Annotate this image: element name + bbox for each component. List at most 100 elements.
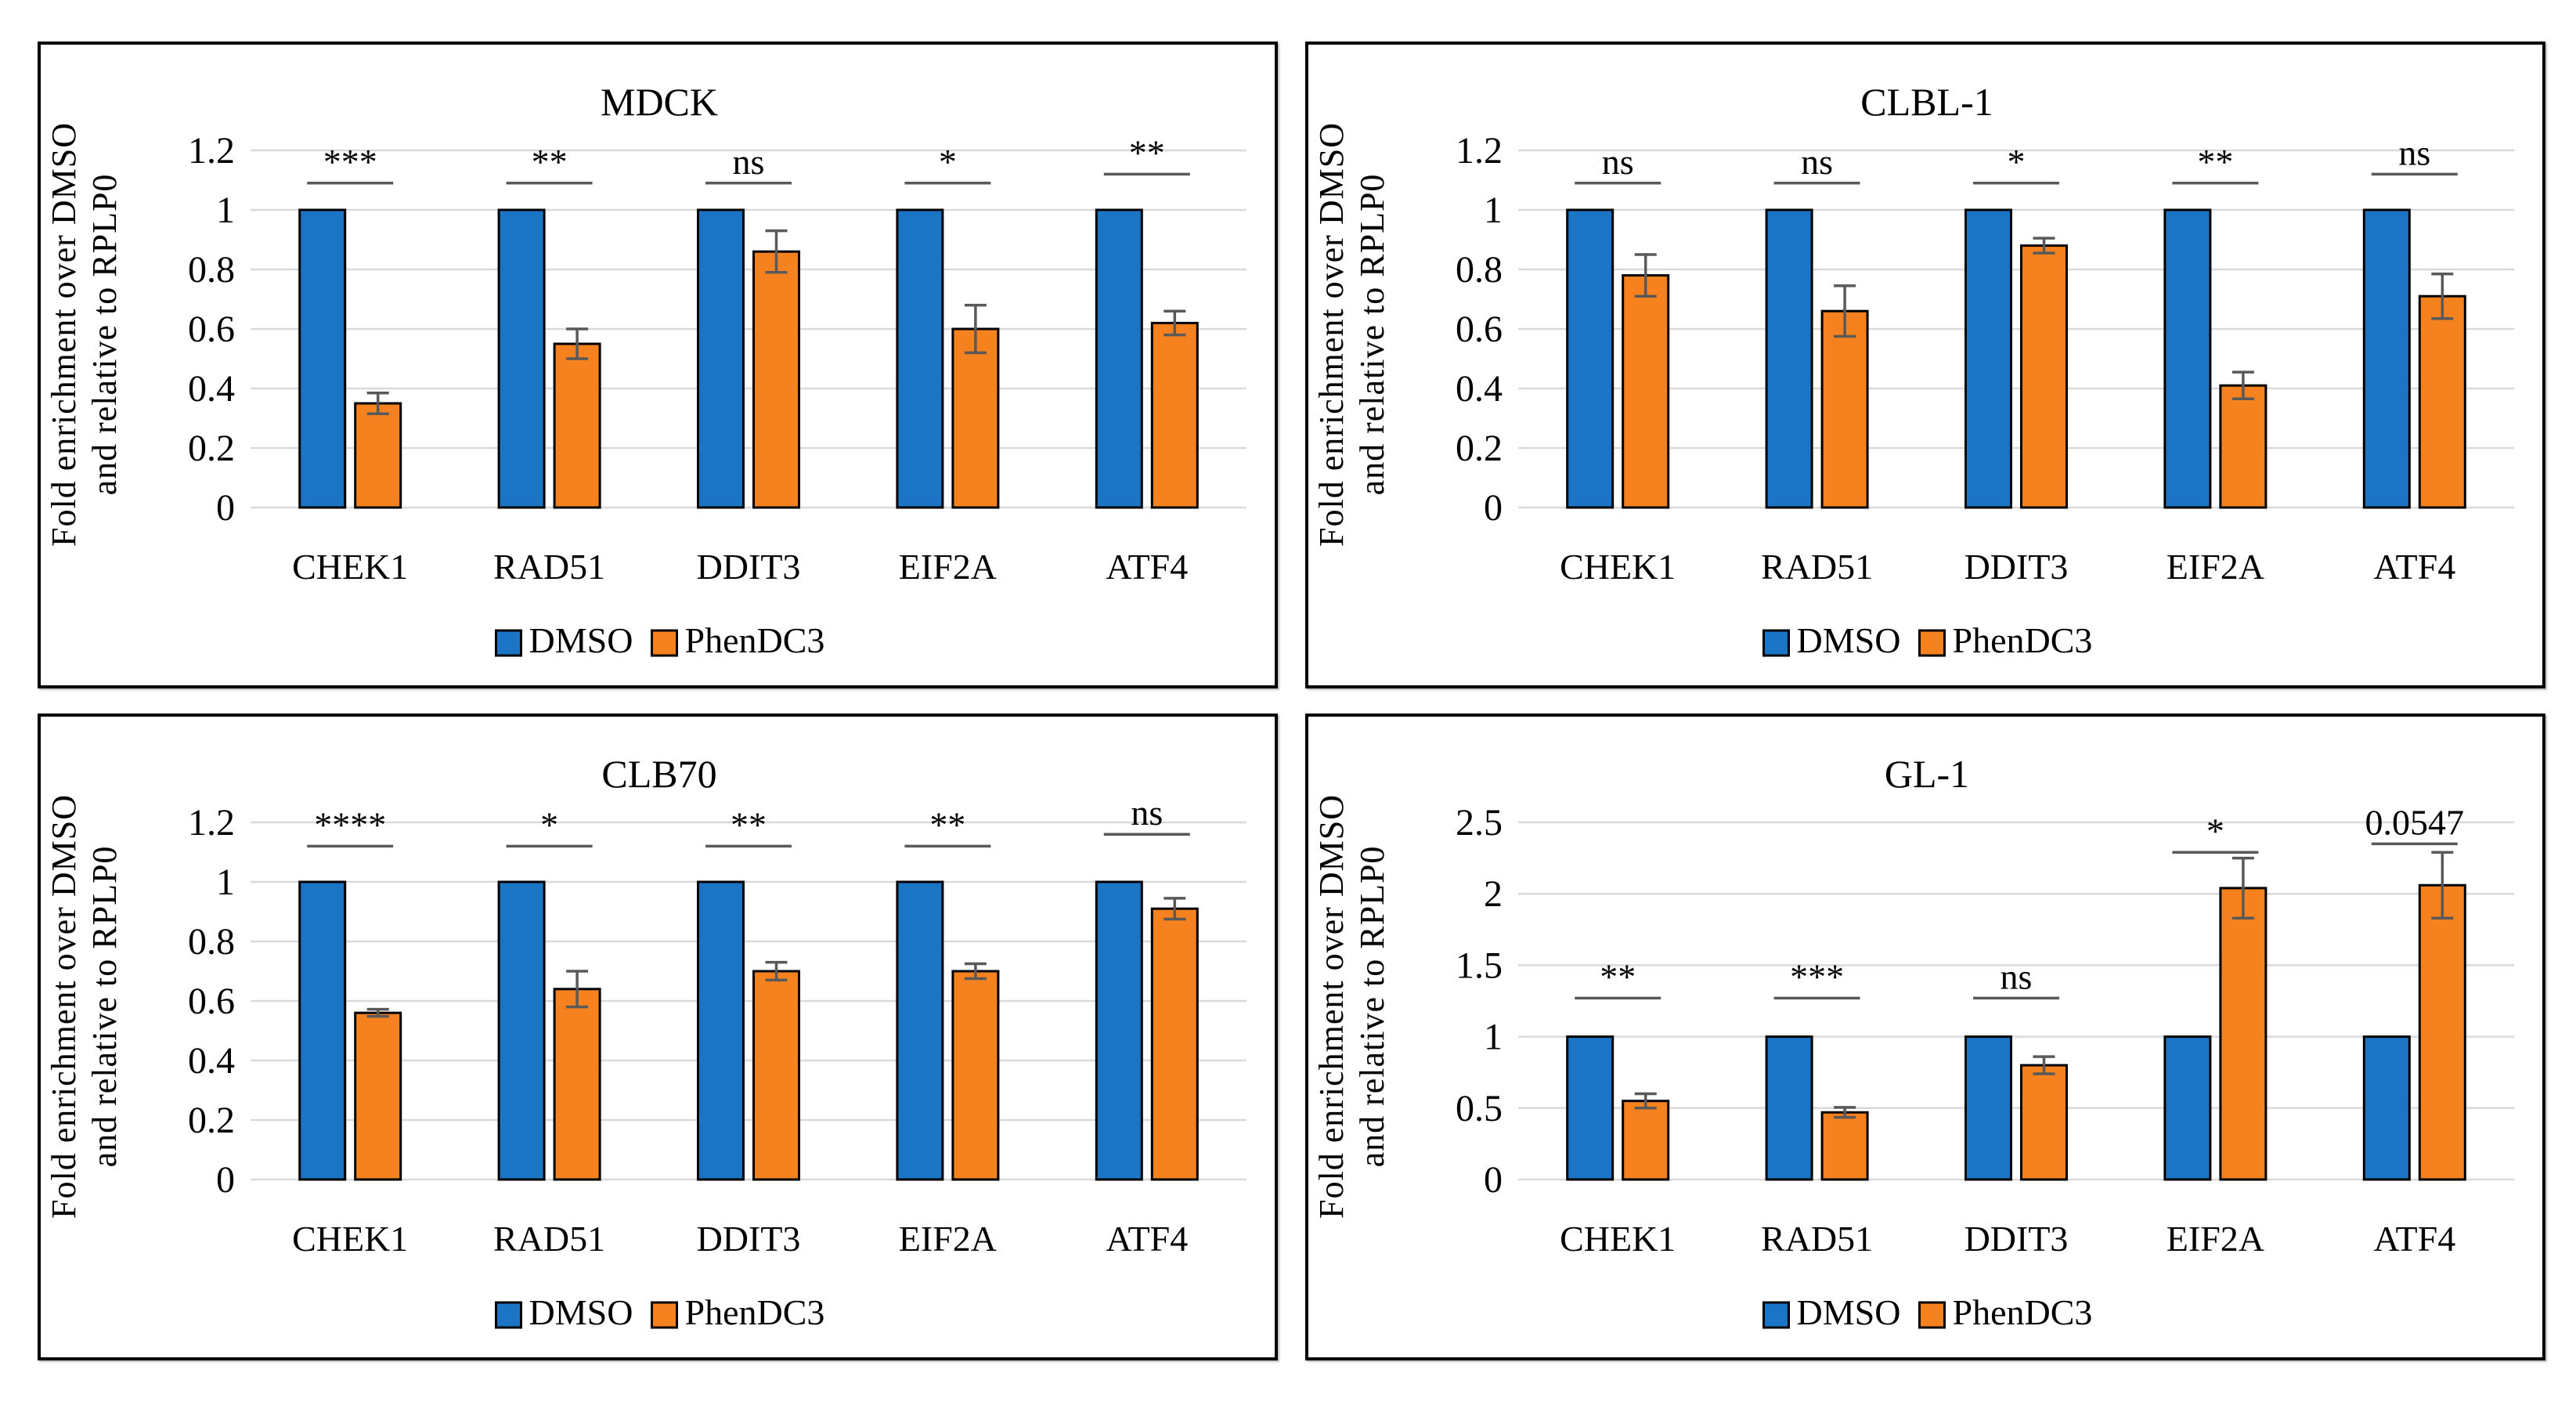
y-axis-label-line2: and relative to RPLP0 bbox=[1353, 174, 1391, 496]
sig-label: ns bbox=[733, 142, 765, 182]
chart-clb70: 0 0.2 0.4 0.6 0.8 1 1.2 CLB70 Fold enrichment ov… bbox=[45, 752, 1247, 1332]
sig-label: * bbox=[939, 142, 957, 182]
sig-label: ns bbox=[2001, 956, 2033, 996]
x-category-label: ATF4 bbox=[1106, 1219, 1188, 1259]
bar-dmso bbox=[1964, 208, 2012, 509]
legend-swatch-dmso bbox=[1762, 629, 1790, 657]
sig-label: ** bbox=[929, 804, 965, 844]
bar-phendc3 bbox=[2020, 244, 2068, 509]
legend-label-dmso: DMSO bbox=[529, 1292, 633, 1332]
bar-phendc3 bbox=[2418, 883, 2466, 1181]
y-axis-label-line2: and relative to RPLP0 bbox=[85, 174, 124, 496]
legend-swatch-dmso bbox=[1762, 1301, 1790, 1329]
legend-label-dmso: DMSO bbox=[1797, 1292, 1901, 1332]
legend-swatch-dmso bbox=[495, 1301, 522, 1329]
bar-phendc3 bbox=[553, 988, 601, 1181]
sig-label: ** bbox=[1600, 956, 1636, 996]
legend-swatch-dmso bbox=[495, 629, 522, 657]
sig-label: * bbox=[2008, 142, 2026, 182]
bar-phendc3 bbox=[951, 970, 1000, 1181]
x-category-label: DDIT3 bbox=[697, 547, 801, 587]
chart-title: MDCK bbox=[601, 80, 718, 124]
bar-phendc3 bbox=[1622, 274, 1670, 509]
sig-label: ns bbox=[1602, 142, 1634, 182]
bar-dmso bbox=[896, 208, 944, 509]
y-tick-label: 0 bbox=[1484, 487, 1503, 529]
bar-dmso bbox=[2163, 208, 2212, 509]
x-category-label: DDIT3 bbox=[697, 1219, 801, 1259]
sig-label: ns bbox=[1801, 142, 1833, 182]
y-tick-label: 0 bbox=[1484, 1159, 1503, 1201]
y-axis-label-line1: Fold enrichment over DMSO bbox=[1312, 794, 1351, 1219]
bar-dmso bbox=[2163, 1035, 2212, 1181]
y-tick-label: 0 bbox=[216, 1159, 235, 1201]
bar-dmso bbox=[896, 880, 944, 1181]
y-tick-label: 1 bbox=[1484, 1017, 1503, 1058]
chart-mdck: 0 0.2 0.4 0.6 0.8 1 1.2 MDCK Fold enrichment ove… bbox=[45, 80, 1247, 660]
y-tick-label: 0.8 bbox=[188, 249, 235, 291]
y-tick-label: 1 bbox=[216, 190, 235, 231]
sig-label: *** bbox=[1790, 956, 1844, 996]
legend-swatch-phendc3 bbox=[1918, 1301, 1946, 1329]
x-category-label: RAD51 bbox=[1761, 547, 1873, 587]
sig-label: ** bbox=[731, 804, 767, 844]
y-tick-label: 2.5 bbox=[1456, 802, 1503, 844]
bar-dmso bbox=[1964, 1035, 2012, 1181]
bar-dmso bbox=[1566, 1035, 1615, 1181]
y-tick-label: 1.2 bbox=[188, 802, 235, 844]
x-category-label: CHEK1 bbox=[1560, 547, 1676, 587]
legend-swatch-phendc3 bbox=[651, 1301, 678, 1329]
x-category-label: EIF2A bbox=[899, 547, 997, 587]
legend-label-phendc3: PhenDC3 bbox=[1953, 620, 2093, 660]
chart-title: CLBL-1 bbox=[1860, 80, 1993, 124]
panel-clb70: 0 0.2 0.4 0.6 0.8 1 1.2 CLB70 Fold enrichment ov… bbox=[38, 714, 1278, 1360]
x-category-label: CHEK1 bbox=[1560, 1219, 1676, 1259]
y-tick-label: 0.5 bbox=[1456, 1088, 1503, 1129]
sig-label: ** bbox=[532, 142, 568, 182]
bar-dmso bbox=[2362, 208, 2411, 509]
bar-dmso bbox=[1765, 1035, 1813, 1181]
y-tick-label: 0.6 bbox=[1456, 309, 1503, 350]
bar-phendc3 bbox=[1622, 1100, 1670, 1181]
y-tick-label: 0.4 bbox=[188, 1040, 235, 1082]
bar-dmso bbox=[697, 880, 745, 1181]
chart-gl-1: 0 0.5 1 1.5 2 2.5 GL-1 Fold enrichment over DMS… bbox=[1312, 752, 2514, 1332]
bar-dmso bbox=[697, 208, 745, 509]
y-tick-label: 0 bbox=[216, 487, 235, 529]
bar-phendc3 bbox=[2418, 294, 2466, 509]
sig-label: ns bbox=[1131, 793, 1163, 833]
panel-mdck: 0 0.2 0.4 0.6 0.8 1 1.2 MDCK Fold enrichment ove… bbox=[38, 42, 1278, 688]
x-category-label: CHEK1 bbox=[292, 547, 408, 587]
bar-phendc3 bbox=[1820, 1111, 1869, 1181]
x-category-label: EIF2A bbox=[899, 1219, 997, 1259]
sig-label: ns bbox=[2398, 132, 2430, 172]
bar-phendc3 bbox=[1150, 907, 1199, 1181]
bar-phendc3 bbox=[2219, 384, 2268, 509]
bar-phendc3 bbox=[354, 402, 402, 509]
y-tick-label: 0.8 bbox=[1456, 249, 1503, 291]
sig-label: *** bbox=[323, 142, 377, 182]
bar-dmso bbox=[1095, 208, 1143, 509]
x-category-label: DDIT3 bbox=[1964, 547, 2069, 587]
sig-label: 0.0547 bbox=[2365, 802, 2465, 842]
y-axis-label-line1: Fold enrichment over DMSO bbox=[45, 794, 83, 1219]
chart-title: CLB70 bbox=[601, 752, 716, 796]
legend-label-dmso: DMSO bbox=[1797, 620, 1901, 660]
panel-gl-1: 0 0.5 1 1.5 2 2.5 GL-1 Fold enrichment over DMS… bbox=[1305, 714, 2545, 1360]
x-category-label: CHEK1 bbox=[292, 1219, 408, 1259]
bar-dmso bbox=[497, 880, 546, 1181]
sig-label: * bbox=[540, 804, 558, 844]
bar-dmso bbox=[298, 208, 347, 509]
y-tick-label: 0.6 bbox=[188, 309, 235, 350]
y-tick-label: 1 bbox=[1484, 190, 1503, 231]
x-category-label: ATF4 bbox=[2373, 1219, 2455, 1259]
x-category-label: ATF4 bbox=[2373, 547, 2455, 587]
bar-phendc3 bbox=[1150, 321, 1199, 509]
y-tick-label: 0.2 bbox=[188, 428, 235, 469]
legend-swatch-phendc3 bbox=[1918, 629, 1946, 657]
legend-label-phendc3: PhenDC3 bbox=[685, 620, 825, 660]
y-tick-label: 1.2 bbox=[188, 130, 235, 172]
y-tick-label: 1 bbox=[216, 862, 235, 903]
y-tick-label: 0.8 bbox=[188, 921, 235, 963]
